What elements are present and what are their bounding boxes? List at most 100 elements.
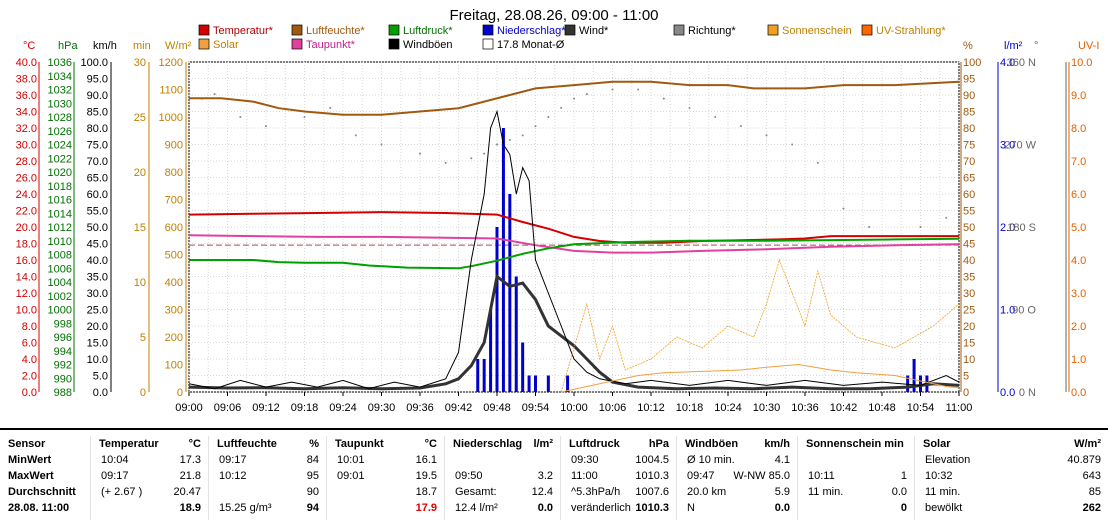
rain-bar: [521, 342, 525, 392]
axis-kmh-tick: 85.0: [87, 107, 108, 119]
stats-header: Windböen: [685, 438, 739, 450]
stats-cell-value: 5.9: [774, 486, 790, 498]
x-tick-label: 09:24: [329, 402, 357, 414]
axis-temp-tick: 22.0: [16, 206, 37, 218]
stats-cell-value: 18.7: [415, 486, 437, 498]
legend-swatch: [291, 24, 303, 36]
axis-pct-tick: 50: [963, 222, 975, 234]
stats-cell-value: 94: [306, 502, 319, 514]
axis-uvi-tick: 3.0: [1071, 288, 1086, 300]
x-tick-label: 09:48: [483, 402, 511, 414]
axis-pct-tick: 95: [963, 74, 975, 86]
axis-temp-tick: 40.0: [16, 57, 37, 69]
direction-point: [611, 88, 614, 91]
stats-cell-label: 10:04: [101, 454, 129, 466]
stats-cell-value: 0: [900, 502, 907, 514]
axis-pct-tick: 90: [963, 90, 975, 102]
rain-bar: [508, 194, 512, 392]
stats-cell-value: 1007.6: [635, 486, 669, 498]
direction-point: [239, 116, 242, 118]
stats-header: Luftfeuchte: [217, 438, 277, 450]
axis-deg-tick: 270 W: [1004, 140, 1036, 152]
stats-cell-value: 4.1: [774, 454, 790, 466]
legend-swatch: [861, 24, 873, 36]
x-tick-label: 10:36: [791, 402, 819, 414]
stats-column: Windböen km/h Ø 10 min. 4.1 09:47 W-NW 85.0 20…: [676, 436, 798, 520]
stats-column: Sonnenschein min 10:11 1 11 min. 0.0 0: [797, 436, 915, 520]
rain-bar: [566, 375, 570, 392]
axis-unit-temp: °C: [23, 40, 35, 52]
axis-kmh-tick: 5.0: [93, 371, 108, 383]
axis-temp-tick: 24.0: [16, 189, 37, 201]
series-windben: [188, 109, 960, 390]
stats-cell-label: Ø 10 min.: [687, 454, 735, 466]
direction-point: [521, 134, 524, 137]
stats-cell-label: 20.0 km: [687, 486, 727, 498]
axis-kmh-tick: 75.0: [87, 140, 108, 152]
direction-point: [585, 93, 588, 96]
stats-header: Sonnenschein min: [806, 438, 904, 450]
stats-column: Luftdruck hPa 09:30 1004.5 11:00 1010.3 ^5.3hP…: [560, 436, 677, 520]
axis-hpa-tick: 1006: [48, 263, 72, 275]
stats-column: Taupunkt °C 10:01 16.1 09:01 19.5 18.7 17.9: [326, 436, 445, 520]
axis-temp-tick: 0.0: [22, 387, 37, 399]
x-tick-label: 11:00: [946, 402, 973, 414]
direction-point: [637, 88, 640, 91]
stats-unit: °C: [188, 438, 201, 450]
axis-deg-tick: 0 N: [1019, 387, 1036, 399]
axis-kmh-tick: 55.0: [87, 206, 108, 218]
stats-cell-label: Gesamt:: [455, 486, 497, 498]
axis-pct-tick: 100: [963, 57, 981, 69]
axis-uvi-tick: 5.0: [1071, 222, 1086, 234]
x-tick-label: 10:48: [868, 402, 896, 414]
axis-pct-tick: 45: [963, 239, 975, 251]
direction-point: [662, 97, 665, 100]
axis-unit-lm2: l/m²: [1004, 40, 1023, 52]
axis-kmh-tick: 10.0: [87, 354, 108, 366]
stats-cell-label: (+ 2.67 ): [101, 486, 143, 498]
axis-hpa-tick: 1014: [48, 208, 72, 220]
x-tick-label: 10:24: [714, 402, 742, 414]
rain-bar: [482, 359, 486, 392]
axis-pct-tick: 70: [963, 156, 975, 168]
stats-cell-label: 10:12: [219, 470, 247, 482]
axis-wm2-tick: 300: [165, 305, 183, 317]
legend-swatch: [482, 24, 494, 36]
stats-cell-label: N: [687, 502, 695, 514]
rain-bar: [906, 375, 910, 392]
axis-uvi-tick: 2.0: [1071, 321, 1086, 333]
stats-cell-label: 09:17: [219, 454, 247, 466]
stats-cell-value: 21.8: [179, 470, 201, 482]
stats-cell-value: 643: [1082, 470, 1101, 482]
axis-hpa-tick: 1026: [48, 126, 72, 138]
axis-kmh-tick: 25.0: [87, 305, 108, 317]
stats-cell-label: 09:30: [571, 454, 599, 466]
stats-cell-value: 17.9: [415, 502, 437, 514]
legend-label: Niederschlag*: [497, 25, 566, 37]
axis-uvi-tick: 10.0: [1071, 57, 1092, 69]
axis-temp-tick: 32.0: [16, 123, 37, 135]
stats-column: Niederschlag l/m² 09:50 3.2 Gesamt: 12.4 12.4 …: [444, 436, 561, 520]
axis-lm2-tick: 2.0: [1000, 222, 1015, 234]
axis-uvi-tick: 9.0: [1071, 90, 1086, 102]
axis-temp-tick: 14.0: [16, 272, 37, 284]
series-luftfeuchte: [189, 80, 960, 116]
stats-cell-label: 11:00: [571, 470, 598, 482]
legend-swatch: [198, 38, 210, 50]
stats-cell-value: 19.5: [415, 470, 437, 482]
stats-row-label: Durchschnitt: [8, 486, 76, 498]
stats-cell-value: 85: [1088, 486, 1101, 498]
stats-table: Sensor MinWert MaxWert Durchschnitt 28.08. 1…: [0, 428, 1108, 521]
rain-bar: [489, 309, 493, 392]
direction-point: [265, 125, 267, 128]
axis-unit-deg: °: [1034, 40, 1038, 52]
stats-cell-value: 17.3: [179, 454, 201, 466]
axis-kmh-tick: 15.0: [87, 338, 108, 350]
stats-cell-label: 10:01: [337, 454, 365, 466]
axis-pct-tick: 5: [963, 371, 969, 383]
legend-label: UV-Strahlung*: [876, 25, 946, 37]
rain-bar: [514, 276, 518, 392]
x-tick-label: 09:36: [406, 402, 434, 414]
axis-hpa-tick: 1012: [48, 222, 72, 234]
series-solar: [561, 363, 960, 393]
